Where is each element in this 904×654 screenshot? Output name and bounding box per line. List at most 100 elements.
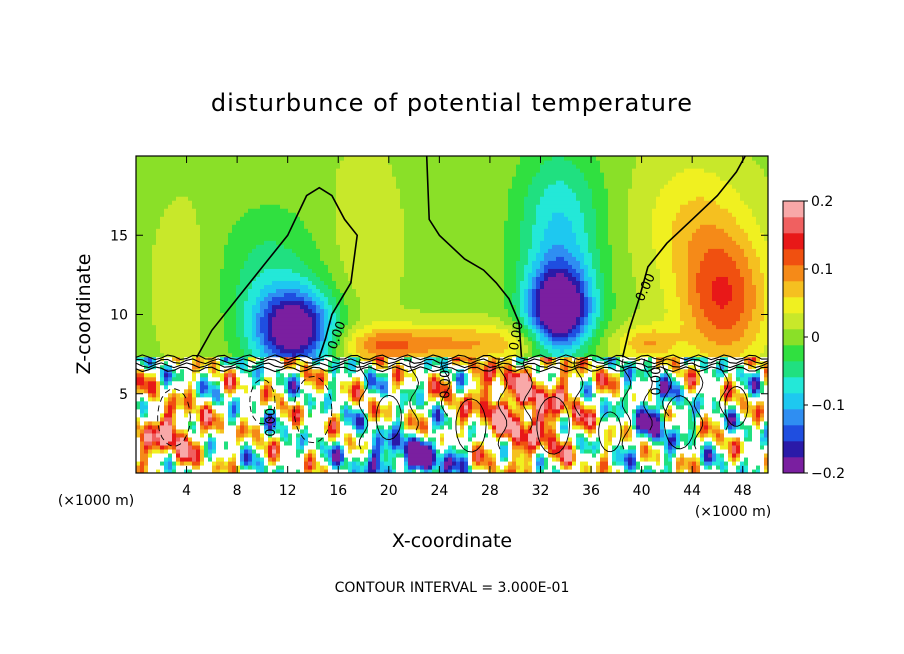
heatmap-cell xyxy=(284,268,289,273)
heatmap-cell xyxy=(356,220,361,225)
heatmap-cell xyxy=(332,216,337,221)
heatmap-cell xyxy=(372,384,377,390)
heatmap-cell xyxy=(252,196,257,201)
heatmap-cell xyxy=(328,324,333,330)
heatmap-cell xyxy=(252,312,257,318)
heatmap-cell xyxy=(304,392,309,398)
heatmap-cell xyxy=(364,316,369,322)
heatmap-cell xyxy=(256,456,261,462)
heatmap-cell xyxy=(148,372,153,378)
heatmap-cell xyxy=(220,268,225,273)
heatmap-cell xyxy=(380,192,385,197)
heatmap-cell xyxy=(276,412,281,418)
heatmap-cell xyxy=(212,316,217,322)
heatmap-cell xyxy=(164,288,169,294)
heatmap-cell xyxy=(264,392,269,398)
heatmap-cell xyxy=(212,224,217,229)
heatmap-cell xyxy=(376,204,381,209)
heatmap-cell xyxy=(316,324,321,330)
heatmap-cell xyxy=(348,372,353,378)
heatmap-cell xyxy=(348,352,353,358)
heatmap-cell xyxy=(300,160,305,165)
heatmap-cell xyxy=(200,440,205,446)
heatmap-cell xyxy=(248,376,253,382)
heatmap-cell xyxy=(372,360,377,366)
heatmap-cell xyxy=(384,240,389,245)
heatmap-cell xyxy=(144,312,149,318)
heatmap-cell xyxy=(220,180,225,185)
heatmap-cell xyxy=(312,328,317,334)
heatmap-cell xyxy=(196,328,201,334)
heatmap-cell xyxy=(276,208,281,213)
heatmap-cell xyxy=(296,216,301,221)
heatmap-cell xyxy=(384,212,389,217)
heatmap-cell xyxy=(324,192,329,197)
heatmap-cell xyxy=(356,348,361,354)
heatmap-cell xyxy=(260,300,265,306)
heatmap-cell xyxy=(316,216,321,221)
heatmap-cell xyxy=(220,252,225,257)
heatmap-cell xyxy=(196,340,201,346)
heatmap-cell xyxy=(136,420,141,426)
heatmap-cell xyxy=(144,336,149,342)
heatmap-cell xyxy=(260,232,265,237)
heatmap-cell xyxy=(244,176,249,181)
heatmap-cell xyxy=(220,296,225,302)
heatmap-cell xyxy=(204,392,209,398)
heatmap-cell xyxy=(284,244,289,249)
heatmap-cell xyxy=(304,256,309,261)
heatmap-cell xyxy=(324,316,329,322)
heatmap-cell xyxy=(300,256,305,261)
heatmap-cell xyxy=(316,260,321,265)
heatmap-cell xyxy=(324,228,329,233)
heatmap-cell xyxy=(304,444,309,450)
heatmap-cell xyxy=(320,460,325,466)
heatmap-cell xyxy=(372,204,377,209)
heatmap-cell xyxy=(188,360,193,366)
heatmap-cell xyxy=(264,236,269,241)
heatmap-cell xyxy=(336,412,341,418)
heatmap-cell xyxy=(180,192,185,197)
heatmap-cell xyxy=(280,268,285,273)
heatmap-cell xyxy=(184,196,189,201)
heatmap-cell xyxy=(320,300,325,306)
heatmap-cell xyxy=(224,332,229,338)
heatmap-cell xyxy=(168,376,173,382)
heatmap-cell xyxy=(200,428,205,434)
heatmap-cell xyxy=(328,196,333,201)
heatmap-cell xyxy=(372,440,377,446)
heatmap-cell xyxy=(372,388,377,394)
heatmap-cell xyxy=(268,200,273,205)
heatmap-cell xyxy=(332,192,337,197)
heatmap-cell xyxy=(360,188,365,193)
heatmap-cell xyxy=(372,324,377,330)
heatmap-cell xyxy=(240,372,245,378)
heatmap-cell xyxy=(160,404,165,410)
heatmap-cell xyxy=(148,444,153,450)
heatmap-cell xyxy=(188,200,193,205)
heatmap-cell xyxy=(328,156,333,161)
heatmap-cell xyxy=(272,256,277,261)
heatmap-cell xyxy=(180,296,185,302)
heatmap-cell xyxy=(244,296,249,302)
heatmap-cell xyxy=(228,324,233,330)
heatmap-cell xyxy=(200,184,205,189)
heatmap-cell xyxy=(332,160,337,165)
heatmap-cell xyxy=(332,232,337,237)
heatmap-cell xyxy=(276,424,281,430)
heatmap-cell xyxy=(288,160,293,165)
heatmap-cell xyxy=(140,176,145,181)
heatmap-cell xyxy=(284,368,289,374)
heatmap-cell xyxy=(320,396,325,402)
heatmap-cell xyxy=(356,252,361,257)
heatmap-cell xyxy=(356,328,361,334)
heatmap-cell xyxy=(276,332,281,338)
heatmap-cell xyxy=(264,316,269,322)
heatmap-cell xyxy=(148,236,153,241)
heatmap-cell xyxy=(196,408,201,414)
heatmap-cell xyxy=(148,468,153,473)
heatmap-cell xyxy=(332,388,337,394)
heatmap-cell xyxy=(216,444,221,450)
heatmap-cell xyxy=(220,428,225,434)
heatmap-cell xyxy=(232,384,237,390)
